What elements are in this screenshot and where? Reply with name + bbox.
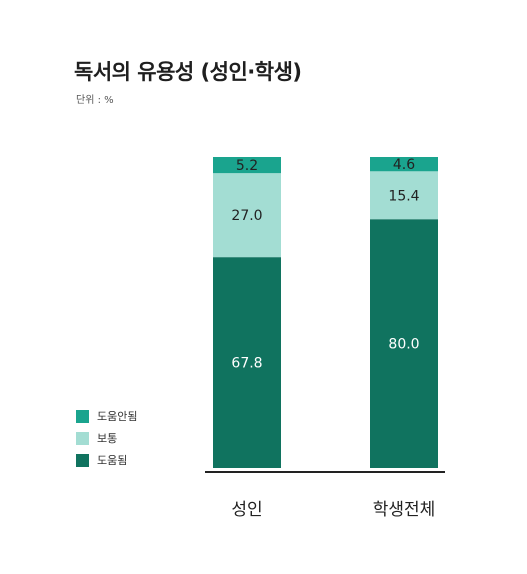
- x-axis-labels: 성인 학생전체: [231, 500, 435, 520]
- legend-label-not-helpful: 도움안됨: [97, 410, 138, 423]
- legend-swatch-neutral: [76, 431, 89, 445]
- legend-label-helpful: 도움됨: [97, 454, 128, 467]
- data-label-neutral-1: 27.0: [231, 208, 262, 224]
- bar-neutral-1: [213, 173, 281, 258]
- data-label-neutral-2: 15.4: [388, 188, 419, 204]
- bar-helpful-2: [370, 219, 438, 468]
- data-label-helpful-2: 80.0: [388, 337, 419, 353]
- bar-not-helpful-2: [370, 157, 438, 172]
- data-label-helpful-1: 67.8: [231, 356, 262, 372]
- data-label-not-helpful-1: 5.2: [236, 158, 258, 174]
- bar-neutral-2: [370, 171, 438, 220]
- legend-item-helpful: 도움됨: [76, 449, 137, 471]
- legend-item-not-helpful: 도움안됨: [76, 405, 137, 427]
- bar-helpful-1: [213, 257, 281, 468]
- data-label-not-helpful-2: 4.6: [393, 157, 415, 173]
- x-tick-label-2: 학생전체: [373, 500, 436, 520]
- bar-not-helpful-1: [213, 157, 281, 174]
- legend-item-neutral: 보통: [76, 427, 137, 449]
- x-tick-label-1: 성인: [231, 500, 262, 520]
- unit-label: 단위 : %: [76, 95, 114, 106]
- legend: 도움안됨 보통 도움됨: [76, 405, 137, 471]
- legend-swatch-not-helpful: [76, 409, 89, 423]
- chart-title: 독서의 유용성 (성인·학생): [74, 60, 302, 84]
- legend-swatch-helpful: [76, 453, 89, 467]
- legend-label-neutral: 보통: [97, 432, 118, 445]
- bars-group: 67.8 27.0 5.2 80.0 15.4 4.6: [213, 157, 438, 468]
